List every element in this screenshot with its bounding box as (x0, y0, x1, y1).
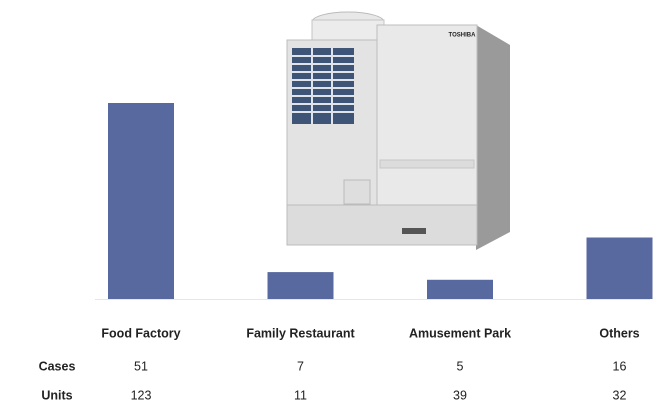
category-label: Others (599, 326, 639, 340)
row-label: Cases (39, 359, 76, 373)
table-value: 5 (457, 359, 464, 373)
bars (108, 103, 653, 299)
labels: Food Factory Family Restaurant Amusement P… (39, 326, 640, 402)
table-value: 11 (294, 388, 307, 402)
bar (427, 279, 493, 299)
table-value: 7 (297, 359, 304, 373)
table-value: 32 (613, 388, 627, 402)
table-value: 39 (453, 388, 467, 402)
category-label: Family Restaurant (246, 326, 355, 340)
product-photo: TOSHIBA (286, 11, 510, 250)
brand-label: TOSHIBA (449, 33, 477, 39)
table-value: 51 (134, 359, 148, 373)
bar (108, 103, 174, 299)
bar (586, 237, 653, 299)
bar (267, 272, 334, 299)
category-label: Food Factory (101, 326, 180, 340)
category-label: Amusement Park (409, 326, 511, 340)
row-label: Units (41, 388, 72, 402)
table-value: 16 (613, 359, 627, 373)
table-value: 123 (131, 388, 152, 402)
